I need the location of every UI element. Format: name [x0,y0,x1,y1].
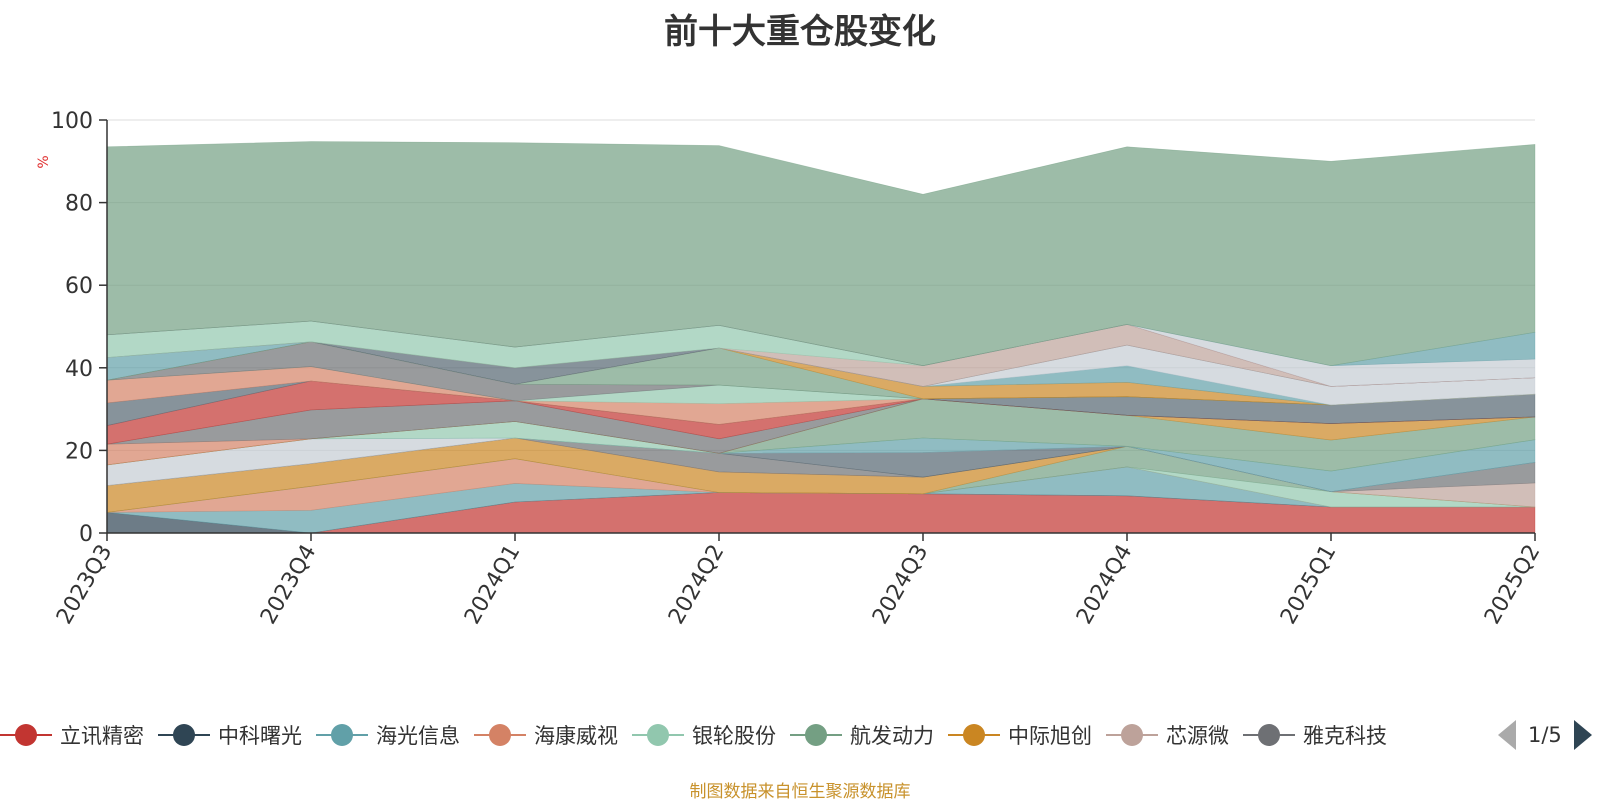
legend-label: 海光信息 [376,724,460,748]
legend-items: 立讯精密 中科曙光 海光信息 海康威视 银轮股份 航发动力 中际旭创 芯源微 雅克科技 [0,705,1401,765]
legend-prev-page-icon[interactable] [1498,720,1516,750]
legend-pager: 1/5 [1498,719,1592,751]
legend-marker-icon [948,722,1000,748]
x-tick-label: 2025Q2 [1480,541,1545,629]
legend-marker-icon [474,722,526,748]
legend: 立讯精密 中科曙光 海光信息 海康威视 银轮股份 航发动力 中际旭创 芯源微 雅克科技 1/5 [0,705,1600,765]
y-axis-unit-label: % [36,155,52,168]
legend-label: 立讯精密 [60,724,144,748]
legend-label: 中科曙光 [218,724,302,748]
legend-next-page-icon[interactable] [1573,720,1592,750]
legend-label: 银轮股份 [692,724,776,748]
legend-item[interactable]: 银轮股份 [632,720,776,750]
legend-item[interactable]: 中际旭创 [948,720,1092,750]
legend-marker-icon [632,722,684,748]
x-tick-label: 2023Q3 [52,541,117,629]
legend-label: 中际旭创 [1008,724,1092,748]
legend-item[interactable]: 雅克科技 [1243,720,1387,750]
legend-item[interactable]: 中科曙光 [158,720,302,750]
legend-item[interactable]: 海光信息 [316,720,460,750]
legend-item[interactable]: 芯源微 [1106,720,1229,750]
y-tick-label: 100 [51,109,93,134]
data-source-note: 制图数据来自恒生聚源数据库 [689,782,911,802]
legend-item[interactable]: 海康威视 [474,720,618,750]
legend-label: 芯源微 [1166,724,1229,748]
legend-label: 雅克科技 [1303,724,1387,748]
x-tick-label: 2024Q3 [868,541,933,629]
legend-item[interactable]: 立讯精密 [0,720,144,750]
legend-page-indicator: 1/5 [1528,723,1562,747]
x-tick-label: 2023Q4 [256,541,321,629]
legend-marker-icon [790,722,842,748]
legend-marker-icon [316,722,368,748]
legend-marker-icon [1106,722,1158,748]
chart-title: 前十大重仓股变化 [664,12,936,52]
x-tick-label: 2025Q1 [1276,541,1341,629]
legend-marker-icon [1243,722,1295,748]
y-tick-label: 0 [79,522,93,547]
x-tick-label: 2024Q2 [664,541,729,629]
area-series-33 [106,141,1536,367]
legend-label: 海康威视 [534,724,618,748]
y-tick-label: 40 [65,357,93,382]
legend-marker-icon [158,722,210,748]
legend-label: 航发动力 [850,724,934,748]
y-tick-label: 20 [65,439,93,464]
x-tick-label: 2024Q1 [460,541,525,629]
area-series [106,141,1536,534]
stacked-area-chart: 0 20 40 60 80 100 2023Q3 2023Q4 2024Q1 2024Q2 2024… [36,109,1545,629]
x-tick-label: 2024Q4 [1072,541,1137,629]
legend-item[interactable]: 航发动力 [790,720,934,750]
y-tick-label: 80 [65,192,93,217]
legend-marker-icon [0,722,52,748]
legend-viewport: 立讯精密 中科曙光 海光信息 海康威视 银轮股份 航发动力 中际旭创 芯源微 雅克科技 [0,705,1482,765]
y-tick-label: 60 [65,274,93,299]
